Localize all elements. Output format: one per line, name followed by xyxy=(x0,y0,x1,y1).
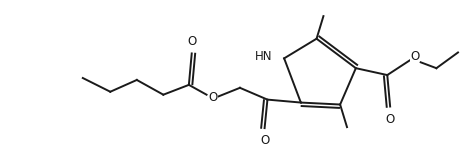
Text: O: O xyxy=(385,113,395,126)
Text: O: O xyxy=(187,34,196,48)
Text: O: O xyxy=(410,50,419,63)
Text: O: O xyxy=(209,91,218,104)
Text: HN: HN xyxy=(255,50,273,63)
Text: O: O xyxy=(260,134,269,147)
